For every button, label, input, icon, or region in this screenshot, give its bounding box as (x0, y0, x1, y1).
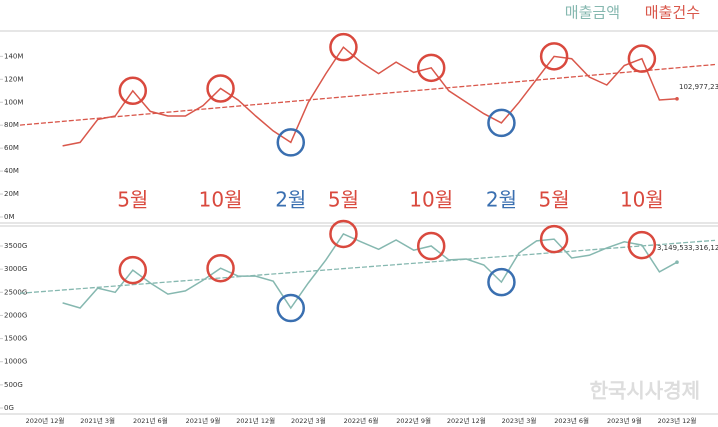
y-tick-label: 2000G (4, 311, 27, 319)
highlight-circle (487, 108, 516, 138)
y-tick-label: 100M (4, 98, 23, 106)
value-label: 102,977,233 (679, 83, 718, 91)
series-line (62, 233, 678, 310)
point (675, 260, 679, 265)
x-tick-label: 2023년 9월 (607, 416, 642, 425)
y-tick-label: 3000G (4, 265, 27, 273)
y-tick-label: 500G (4, 381, 23, 389)
x-tick-label: 2021년 6월 (133, 416, 168, 425)
x-tick-label: 2023년 12월 (658, 416, 697, 425)
y-tick-label: 20M (4, 190, 19, 198)
watermark: 한국시사경제 (590, 379, 700, 403)
y-tick-label: 120M (4, 75, 23, 83)
annotation: 10월 (409, 188, 453, 212)
x-tick-label: 2021년 3월 (80, 416, 115, 425)
y-tick-label: 60M (4, 144, 19, 152)
annotation: 2월 (275, 188, 306, 212)
highlight-circle (627, 44, 657, 73)
highlight-circle (276, 128, 306, 157)
highlight-circle (329, 32, 358, 62)
highlight-circle (276, 293, 306, 323)
y-tick-label: 3500G (4, 242, 27, 250)
x-tick-label: 2022년 3월 (291, 416, 326, 425)
x-tick-label: 2022년 6월 (344, 416, 379, 425)
highlight-circle (539, 224, 569, 254)
highlight-circle (118, 76, 148, 106)
x-tick-label: 2022년 9월 (396, 416, 431, 425)
annotation: 5월 (328, 188, 359, 212)
y-tick-label: 140M (4, 52, 23, 60)
y-tick-label: 2500G (4, 288, 27, 296)
annotation: 10월 (199, 188, 243, 212)
annotation: 5월 (539, 188, 570, 212)
highlight-circle (329, 219, 358, 249)
annotation: 10월 (620, 188, 664, 212)
x-tick-label: 2021년 9월 (186, 416, 221, 425)
y-tick-label: 1500G (4, 335, 27, 343)
legend-entry: 매출금액 (565, 4, 620, 22)
highlight-circle (206, 74, 235, 103)
y-tick-label: 1000G (4, 358, 27, 366)
y-tick-label: 0M (4, 213, 15, 221)
x-tick-label: 2023년 3월 (502, 416, 537, 425)
highlight-circle (206, 253, 235, 283)
highlight-circle (416, 231, 446, 261)
x-tick-label: 2021년 12월 (236, 416, 275, 425)
trendline (19, 239, 716, 294)
point (675, 97, 679, 101)
highlight-circle (487, 267, 516, 297)
x-tick-label: 2022년 12월 (447, 416, 486, 425)
y-tick-label: 0G (4, 404, 14, 412)
highlight-circle (539, 42, 569, 71)
highlight-circle (118, 255, 148, 285)
legend-entry: 매출건수 (645, 4, 700, 22)
x-tick-label: 2020년 12월 (26, 416, 65, 425)
trendline (19, 63, 716, 126)
highlight-circle (627, 230, 657, 260)
y-tick-label: 80M (4, 121, 19, 129)
y-tick-label: 40M (4, 167, 19, 175)
x-tick-label: 2023년 6월 (554, 416, 589, 425)
value-label: 3,149,533,316,122 (657, 244, 718, 252)
series-line (62, 46, 678, 147)
highlight-circle (416, 53, 446, 83)
annotation: 5월 (117, 188, 148, 212)
annotation: 2월 (486, 188, 517, 212)
